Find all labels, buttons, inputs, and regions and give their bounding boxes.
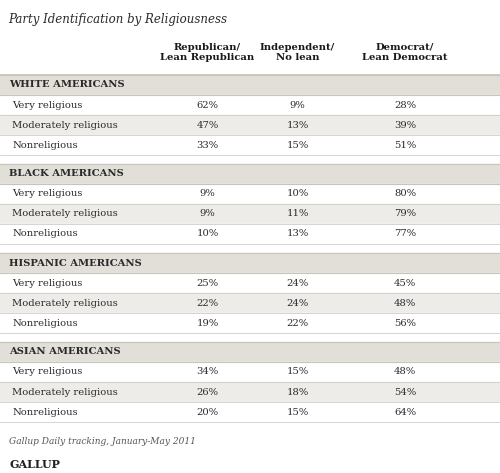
Text: Moderately religious: Moderately religious [12,210,118,219]
Text: Very religious: Very religious [12,368,82,377]
Text: 11%: 11% [286,210,308,219]
Text: HISPANIC AMERICANS: HISPANIC AMERICANS [9,259,142,268]
Bar [0,313,500,333]
Bar [0,95,500,115]
Text: Nonreligious: Nonreligious [12,140,78,149]
Text: 19%: 19% [196,318,218,327]
Text: Gallup Daily tracking, January-May 2011: Gallup Daily tracking, January-May 2011 [9,437,196,446]
Text: 39%: 39% [394,121,416,130]
Text: Moderately religious: Moderately religious [12,121,118,130]
Text: Very religious: Very religious [12,190,82,199]
Text: 51%: 51% [394,140,416,149]
Bar [0,75,500,95]
Text: 22%: 22% [286,318,308,327]
Text: 22%: 22% [196,298,218,307]
Text: 9%: 9% [200,210,216,219]
Text: 54%: 54% [394,387,416,396]
Text: BLACK AMERICANS: BLACK AMERICANS [9,169,124,178]
Text: GALLUP: GALLUP [9,459,60,470]
Text: 47%: 47% [196,121,218,130]
Text: 24%: 24% [286,279,308,288]
Text: ASIAN AMERICANS: ASIAN AMERICANS [9,348,120,357]
Text: 15%: 15% [286,408,308,417]
Bar [0,164,500,184]
Bar [0,224,500,244]
Text: 24%: 24% [286,298,308,307]
Bar [0,402,500,422]
Text: 56%: 56% [394,318,416,327]
Text: 64%: 64% [394,408,416,417]
Bar [0,253,500,273]
Text: 48%: 48% [394,368,416,377]
Text: 80%: 80% [394,190,416,199]
Text: 15%: 15% [286,368,308,377]
Text: 10%: 10% [286,190,308,199]
Text: WHITE AMERICANS: WHITE AMERICANS [9,80,124,89]
Bar [0,36,500,75]
Bar [0,184,500,204]
Text: 20%: 20% [196,408,218,417]
Text: Independent/
No lean: Independent/ No lean [260,43,335,62]
Text: 15%: 15% [286,140,308,149]
Text: Very religious: Very religious [12,100,82,110]
Text: 48%: 48% [394,298,416,307]
Text: 45%: 45% [394,279,416,288]
Text: Republican/
Lean Republican: Republican/ Lean Republican [160,43,254,62]
Text: 18%: 18% [286,387,308,396]
Bar [0,362,500,382]
Bar [0,273,500,293]
Bar [0,115,500,135]
Bar [0,155,500,164]
Text: 77%: 77% [394,229,416,238]
Bar [0,333,500,342]
Text: Nonreligious: Nonreligious [12,318,78,327]
Bar [0,204,500,224]
Text: Moderately religious: Moderately religious [12,387,118,396]
Bar [0,422,500,431]
Text: Nonreligious: Nonreligious [12,408,78,417]
Bar [0,244,500,253]
Bar [0,382,500,402]
Text: 10%: 10% [196,229,218,238]
Text: Party Identification by Religiousness: Party Identification by Religiousness [8,13,227,26]
Text: Moderately religious: Moderately religious [12,298,118,307]
Text: Very religious: Very religious [12,279,82,288]
Text: 34%: 34% [196,368,218,377]
Bar [0,293,500,313]
Bar [0,135,500,155]
Text: 26%: 26% [196,387,218,396]
Text: 79%: 79% [394,210,416,219]
Bar [0,342,500,362]
Text: 33%: 33% [196,140,218,149]
Text: 25%: 25% [196,279,218,288]
Text: 13%: 13% [286,121,308,130]
Text: 9%: 9% [290,100,306,110]
Text: Nonreligious: Nonreligious [12,229,78,238]
Text: 62%: 62% [196,100,218,110]
Text: 28%: 28% [394,100,416,110]
Text: Democrat/
Lean Democrat: Democrat/ Lean Democrat [362,43,448,62]
Text: 9%: 9% [200,190,216,199]
Text: 13%: 13% [286,229,308,238]
